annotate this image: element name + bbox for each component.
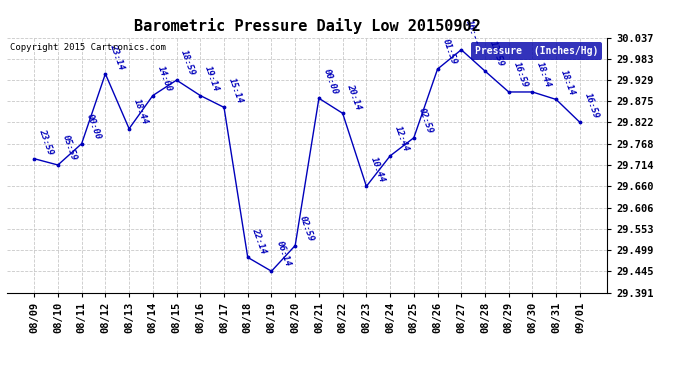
Text: 01:59: 01:59 — [440, 38, 458, 66]
Text: 18:44: 18:44 — [535, 61, 553, 89]
Text: 17:59: 17:59 — [488, 40, 506, 68]
Text: 14:00: 14:00 — [156, 64, 173, 93]
Text: 00:00: 00:00 — [322, 67, 339, 96]
Text: 16:59: 16:59 — [582, 91, 600, 120]
Text: 06:14: 06:14 — [274, 240, 292, 268]
Text: 00:00: 00:00 — [84, 112, 102, 141]
Text: Copyright 2015 Cartronics.com: Copyright 2015 Cartronics.com — [10, 43, 166, 52]
Text: 18:44: 18:44 — [132, 98, 150, 126]
Text: 16:59: 16:59 — [511, 61, 529, 89]
Text: 18:14: 18:14 — [559, 68, 577, 97]
Text: 16:--: 16:-- — [464, 19, 482, 47]
Text: 02:59: 02:59 — [417, 106, 434, 135]
Text: 10:44: 10:44 — [369, 155, 387, 183]
Text: 22:14: 22:14 — [250, 226, 268, 255]
Legend: Pressure  (Inches/Hg): Pressure (Inches/Hg) — [471, 42, 602, 60]
Text: 23:14: 23:14 — [108, 43, 126, 71]
Text: 05:59: 05:59 — [61, 134, 79, 162]
Text: 19:14: 19:14 — [203, 64, 221, 93]
Text: 23:59: 23:59 — [37, 128, 55, 156]
Text: 18:59: 18:59 — [179, 49, 197, 77]
Text: 12:44: 12:44 — [393, 125, 411, 153]
Text: 20:14: 20:14 — [346, 82, 363, 111]
Text: 02:59: 02:59 — [298, 214, 315, 243]
Title: Barometric Pressure Daily Low 20150902: Barometric Pressure Daily Low 20150902 — [134, 18, 480, 33]
Text: 15:14: 15:14 — [227, 76, 244, 105]
